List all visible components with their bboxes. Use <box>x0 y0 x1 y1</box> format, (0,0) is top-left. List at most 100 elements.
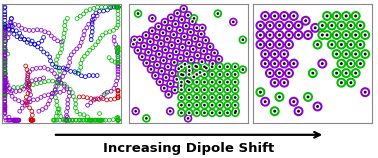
Circle shape <box>219 74 220 75</box>
Circle shape <box>208 57 209 58</box>
Circle shape <box>274 110 276 112</box>
Circle shape <box>282 61 287 66</box>
Circle shape <box>189 58 193 62</box>
Circle shape <box>164 63 172 70</box>
Circle shape <box>364 53 366 55</box>
Circle shape <box>173 88 177 92</box>
Circle shape <box>190 32 191 33</box>
Circle shape <box>180 88 183 92</box>
Circle shape <box>284 15 285 17</box>
Circle shape <box>275 40 284 49</box>
Circle shape <box>181 19 183 20</box>
Circle shape <box>186 79 189 83</box>
Circle shape <box>210 80 214 84</box>
Circle shape <box>187 80 191 84</box>
Circle shape <box>195 80 198 84</box>
Circle shape <box>330 42 334 47</box>
Circle shape <box>143 115 150 122</box>
Circle shape <box>163 20 167 24</box>
Circle shape <box>204 39 208 42</box>
Circle shape <box>189 104 190 106</box>
Circle shape <box>311 71 315 75</box>
Circle shape <box>193 63 200 70</box>
Circle shape <box>336 72 338 74</box>
Circle shape <box>336 53 338 55</box>
Circle shape <box>132 42 135 46</box>
Circle shape <box>345 72 347 74</box>
Circle shape <box>186 63 193 70</box>
Circle shape <box>232 109 239 116</box>
Circle shape <box>320 33 325 37</box>
Circle shape <box>201 79 208 86</box>
Circle shape <box>158 80 162 84</box>
Circle shape <box>230 18 237 25</box>
Circle shape <box>204 82 205 83</box>
Circle shape <box>219 66 220 67</box>
Circle shape <box>210 96 214 99</box>
Circle shape <box>183 35 186 38</box>
Circle shape <box>347 21 355 30</box>
Circle shape <box>260 91 261 93</box>
Circle shape <box>184 12 192 19</box>
Circle shape <box>210 88 214 92</box>
Circle shape <box>358 23 363 28</box>
Circle shape <box>209 86 216 93</box>
Circle shape <box>315 104 320 109</box>
Circle shape <box>186 53 187 54</box>
Circle shape <box>337 21 345 30</box>
Circle shape <box>294 21 303 30</box>
Circle shape <box>234 97 236 98</box>
Circle shape <box>342 31 350 39</box>
Circle shape <box>177 40 179 42</box>
Circle shape <box>198 71 202 74</box>
Circle shape <box>149 27 156 34</box>
Circle shape <box>270 59 279 68</box>
Circle shape <box>152 18 153 19</box>
Circle shape <box>298 25 299 26</box>
Circle shape <box>212 74 213 75</box>
Circle shape <box>165 49 166 50</box>
Circle shape <box>181 82 182 83</box>
Circle shape <box>342 50 350 58</box>
Circle shape <box>233 111 237 115</box>
Circle shape <box>347 59 355 68</box>
Circle shape <box>203 73 206 76</box>
Circle shape <box>224 63 231 70</box>
Circle shape <box>232 108 239 115</box>
Circle shape <box>191 15 198 22</box>
Circle shape <box>134 109 138 113</box>
Circle shape <box>304 93 312 101</box>
Circle shape <box>215 56 223 63</box>
Circle shape <box>168 109 172 113</box>
Circle shape <box>363 33 367 37</box>
Circle shape <box>196 89 197 90</box>
Circle shape <box>133 43 134 45</box>
Circle shape <box>279 25 280 26</box>
Circle shape <box>359 44 361 45</box>
Circle shape <box>136 12 140 15</box>
Circle shape <box>196 54 200 57</box>
Circle shape <box>219 97 220 98</box>
Circle shape <box>339 42 344 47</box>
Circle shape <box>184 36 185 37</box>
Circle shape <box>344 33 349 37</box>
Circle shape <box>320 23 325 28</box>
Circle shape <box>227 97 228 98</box>
Circle shape <box>144 116 148 120</box>
Circle shape <box>161 18 168 26</box>
Circle shape <box>143 32 150 39</box>
Circle shape <box>193 37 197 40</box>
Circle shape <box>186 102 193 109</box>
Circle shape <box>156 36 157 38</box>
Circle shape <box>287 33 291 37</box>
Circle shape <box>214 52 215 54</box>
Circle shape <box>232 94 239 101</box>
Circle shape <box>170 83 171 84</box>
Circle shape <box>260 25 261 26</box>
Circle shape <box>296 23 301 28</box>
Circle shape <box>191 20 194 23</box>
Circle shape <box>226 111 229 115</box>
Circle shape <box>151 44 158 52</box>
Circle shape <box>234 89 236 90</box>
Circle shape <box>155 23 162 30</box>
